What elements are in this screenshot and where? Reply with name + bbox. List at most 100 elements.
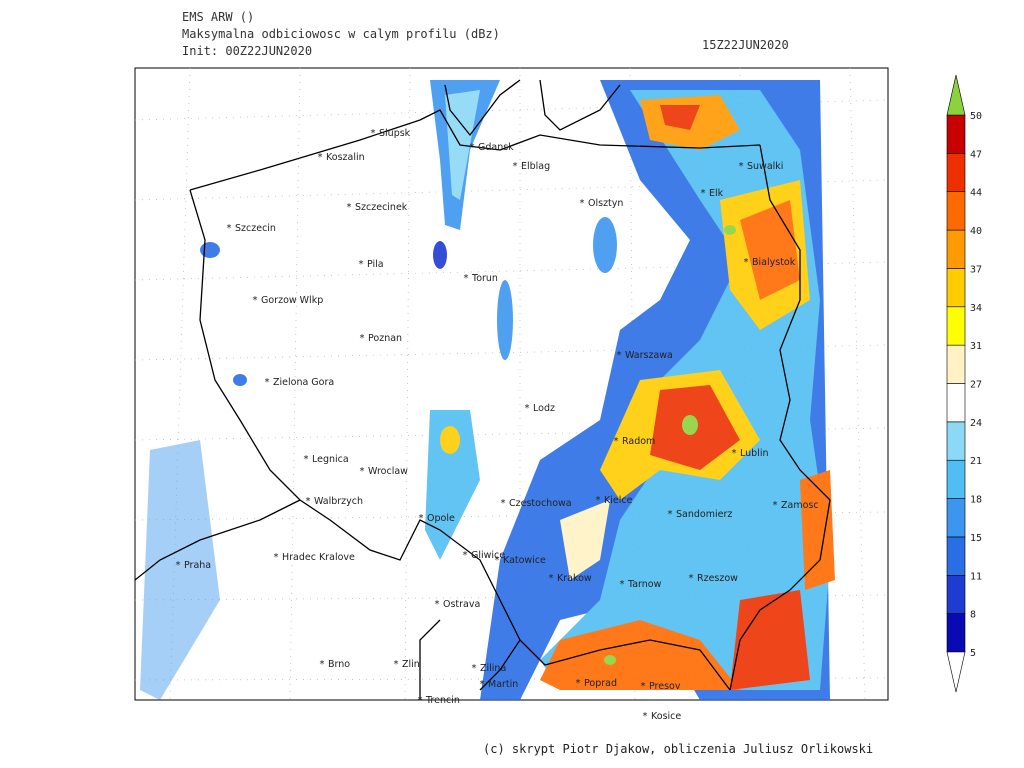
city-marker: * [500, 498, 506, 509]
city-label: Legnica [312, 454, 349, 465]
city-marker: * [640, 681, 646, 692]
city-label: Szczecin [235, 223, 276, 234]
city-marker: * [700, 188, 706, 199]
city-label: Opole [427, 513, 455, 524]
city-label: Presov [649, 681, 681, 692]
city-marker: * [317, 152, 323, 163]
colorbar-label: 24 [970, 418, 982, 429]
colorbar-segment [946, 459, 966, 499]
city-marker: * [418, 513, 424, 524]
city-label: Hradec Kralove [282, 552, 355, 563]
city-label: Olsztyn [588, 198, 623, 209]
city-label: Praha [184, 560, 211, 571]
city-marker: * [434, 599, 440, 610]
city-marker: * [667, 509, 673, 520]
city-label: Ostrava [443, 599, 480, 610]
city-marker: * [273, 552, 279, 563]
borders [134, 79, 831, 700]
city-label: Kielce [604, 495, 633, 506]
colorbar-label: 47 [970, 149, 982, 160]
city-marker: * [264, 377, 270, 388]
city-label: Koszalin [326, 152, 365, 163]
city-marker: * [358, 259, 364, 270]
city-marker: * [613, 436, 619, 447]
city-marker: * [370, 128, 376, 139]
city-label: Poznan [368, 333, 402, 344]
colorbar-label: 5 [970, 648, 976, 659]
city-label: Lublin [740, 448, 768, 459]
city-label: Szczecinek [355, 202, 408, 213]
city-label: Trencin [425, 695, 460, 706]
colorbar-label: 34 [970, 303, 982, 314]
colorbar-label: 50 [970, 111, 982, 122]
city-label: Czestochowa [509, 498, 572, 509]
city-label: Martin [488, 679, 518, 690]
city-marker: * [575, 678, 581, 689]
colorbar-label: 11 [970, 571, 982, 582]
city-marker: * [359, 333, 365, 344]
colorbar-label: 8 [970, 610, 976, 621]
city-label: Sandomierz [676, 509, 732, 520]
city-marker: * [579, 198, 585, 209]
colorbar: 5 8 11 15 18 21 24 27 31 34 37 40 44 47 50 [946, 74, 982, 693]
colorbar-label: 18 [970, 495, 982, 506]
city-marker: * [524, 403, 530, 414]
city-label: Walbrzych [314, 496, 363, 507]
city-marker: * [479, 679, 485, 690]
city-marker: * [319, 659, 325, 670]
field-title: Maksymalna odbiciowosc w calym profilu (… [182, 27, 500, 41]
colorbar-label: 37 [970, 264, 982, 275]
colorbar-segment [946, 344, 966, 384]
colorbar-segment [946, 306, 966, 346]
city-label: Torun [471, 273, 498, 284]
reflectivity-field [140, 80, 835, 700]
colorbar-segment [946, 421, 966, 461]
city-label: Pila [367, 259, 384, 270]
colorbar-label: 40 [970, 226, 982, 237]
city-marker: * [393, 659, 399, 670]
colorbar-label: 15 [970, 533, 982, 544]
valid-time: 15Z22JUN2020 [702, 38, 789, 52]
colorbar-label: 21 [970, 456, 982, 467]
city-marker: * [494, 555, 500, 566]
city-marker: * [305, 496, 311, 507]
city-marker: * [462, 550, 468, 561]
city-label: Poprad [584, 678, 617, 689]
city-label: Elk [709, 188, 724, 199]
city-marker: * [359, 466, 365, 477]
city-marker: * [619, 579, 625, 590]
city-label: Lodz [533, 403, 555, 414]
colorbar-segment [946, 114, 966, 154]
city-marker: * [772, 500, 778, 511]
city-marker: * [252, 295, 258, 306]
colorbar-segment [946, 574, 966, 614]
colorbar-under [946, 651, 966, 693]
city-marker: * [731, 448, 737, 459]
city-marker: * [595, 495, 601, 506]
city-marker: * [512, 161, 518, 172]
city-label: Bialystok [752, 257, 796, 268]
colorbar-label: 27 [970, 380, 982, 391]
city-label: Brno [328, 659, 350, 670]
colorbar-label: 44 [970, 188, 982, 199]
city-label: Zamosc [781, 500, 819, 511]
city-label: Radom [622, 436, 655, 447]
city-label: Zlin [402, 659, 420, 670]
city-marker: * [471, 663, 477, 674]
colorbar-segment [946, 229, 966, 269]
city-label: Warszawa [625, 350, 673, 361]
city-label: Gliwice [471, 550, 505, 561]
city-marker: * [688, 573, 694, 584]
city-marker: * [548, 573, 554, 584]
city-label: Elblag [521, 161, 550, 172]
city-marker: * [743, 257, 749, 268]
colorbar-segment [946, 268, 966, 308]
model-title: EMS ARW () [182, 10, 254, 24]
colorbar-over [946, 74, 966, 116]
city-marker: * [642, 711, 648, 722]
colorbar-segment [946, 498, 966, 538]
city-label: Slupsk [379, 128, 411, 139]
footer-credit: (c) skrypt Piotr Djakow, obliczenia Juli… [483, 742, 873, 756]
colorbar-segment [946, 153, 966, 193]
